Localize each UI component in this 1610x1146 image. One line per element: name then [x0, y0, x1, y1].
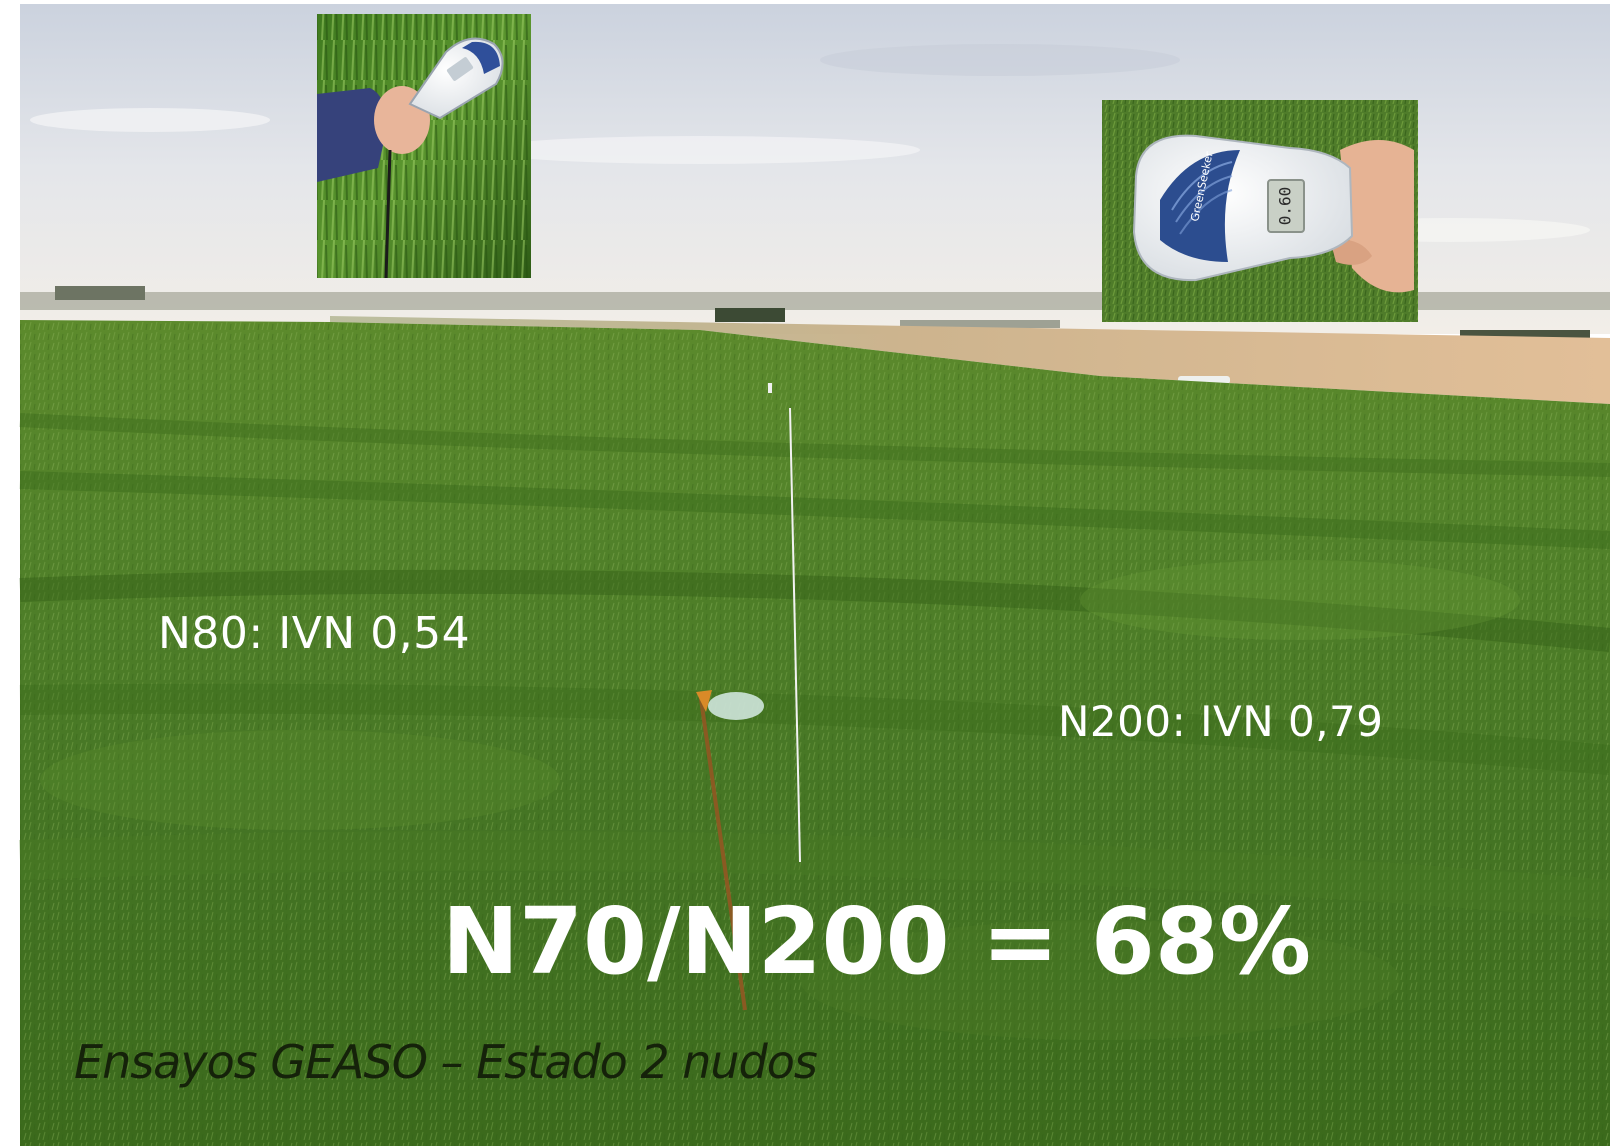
n80-ivn-label: N80: IVN 0,54	[158, 608, 471, 659]
n200-ivn-label: N200: IVN 0,79	[1058, 697, 1384, 746]
marker-stake	[696, 690, 764, 1011]
distant-marker	[768, 383, 772, 393]
trial-caption: Ensayos GEASO – Estado 2 nudos	[74, 1035, 818, 1089]
soil-strip	[330, 316, 1610, 404]
inset-photo-greenseeker: GreenSeeker 0.60	[1102, 100, 1418, 322]
plot-divider-line	[789, 407, 801, 863]
device-display	[1267, 179, 1305, 233]
device-display-reading: 0.60	[1276, 187, 1295, 226]
ratio-headline: N70/N200 = 68%	[442, 888, 1312, 995]
flag-ribbon-icon	[708, 692, 764, 720]
handheld-sensor-icon	[408, 37, 504, 120]
inset-photo-sensor-in-crop	[317, 14, 531, 279]
wheat-field	[19, 320, 1610, 1146]
greenseeker-device-icon: GreenSeeker 0.60	[1132, 134, 1354, 282]
